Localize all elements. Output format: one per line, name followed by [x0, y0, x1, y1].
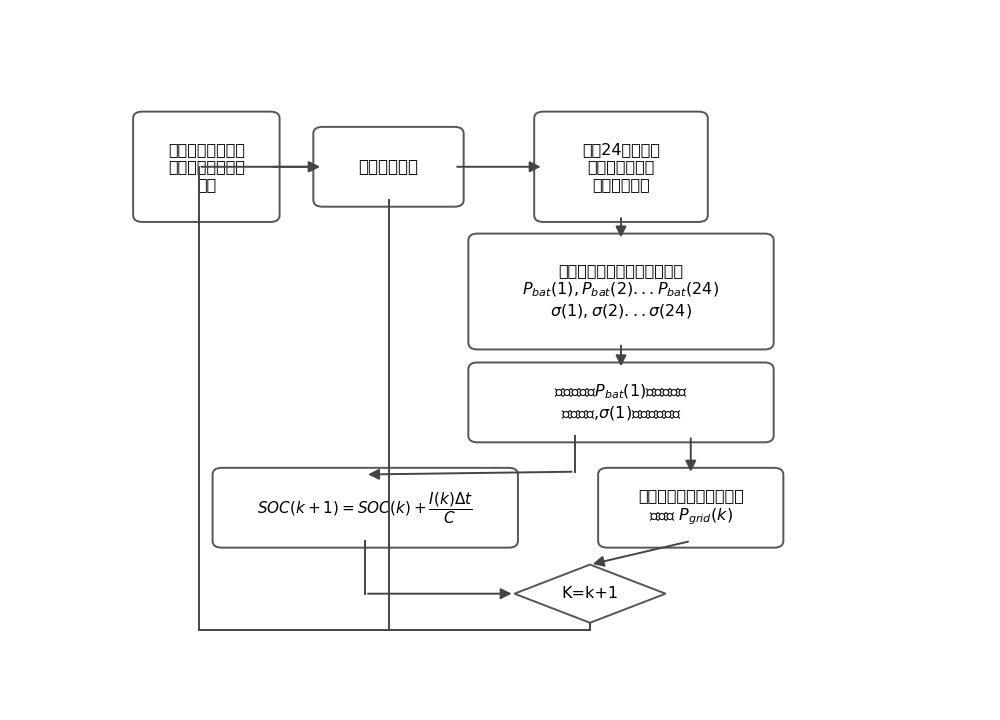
Text: 未来24小时每小
时的光伏发电输
出和负载输出: 未来24小时每小 时的光伏发电输 出和负载输出 — [582, 142, 660, 192]
Text: 神经网络模型: 神经网络模型 — [358, 158, 418, 176]
FancyBboxPatch shape — [133, 112, 280, 222]
FancyBboxPatch shape — [468, 362, 774, 442]
FancyBboxPatch shape — [534, 112, 708, 222]
Text: $SOC(k+1)=SOC(k)+\dfrac{I(k)\Delta t}{C}$: $SOC(k+1)=SOC(k)+\dfrac{I(k)\Delta t}{C}… — [257, 490, 473, 526]
Text: 根据功率平衡方程计算电
网购电 $P_{grid}(k)$: 根据功率平衡方程计算电 网购电 $P_{grid}(k)$ — [638, 489, 744, 527]
FancyBboxPatch shape — [598, 468, 783, 548]
Text: 最优化算法计算出决策序列：
$P_{bat}(1),P_{bat}(2)...P_{bat}(24)$
$\sigma(1),\sigma(2)...\sigm: 最优化算法计算出决策序列： $P_{bat}(1),P_{bat}(2)...P… — [522, 263, 720, 320]
Text: K=k+1: K=k+1 — [561, 586, 619, 601]
FancyBboxPatch shape — [468, 233, 774, 349]
Text: 选择其中的$P_{bat}(1)$作为电池充
放电决策,$\sigma(1)$作为切换决策: 选择其中的$P_{bat}(1)$作为电池充 放电决策,$\sigma(1)$作… — [554, 383, 688, 422]
Polygon shape — [514, 564, 666, 623]
FancyBboxPatch shape — [213, 468, 518, 548]
Text: 起始时刻预测光照
强度、温度、时间
信息: 起始时刻预测光照 强度、温度、时间 信息 — [168, 142, 245, 192]
FancyBboxPatch shape — [313, 127, 464, 207]
